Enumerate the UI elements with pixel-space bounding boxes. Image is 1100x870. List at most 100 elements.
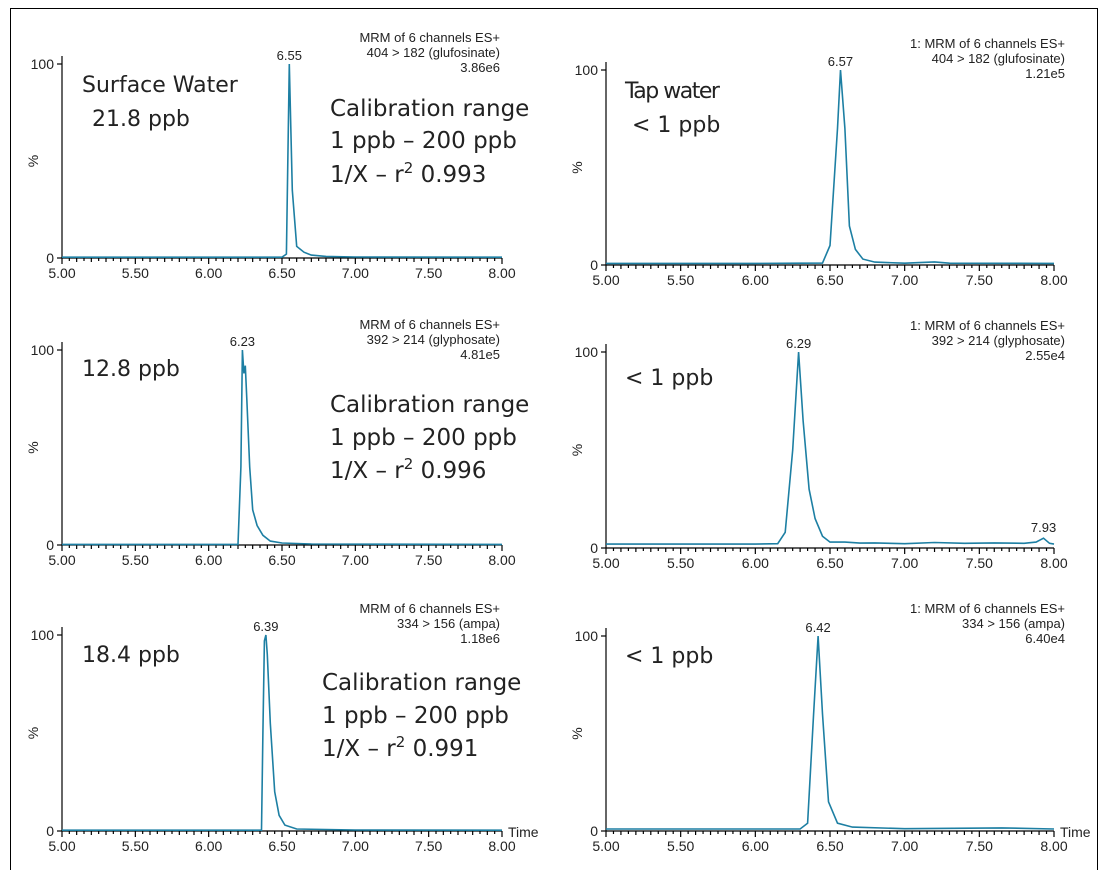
calibration-title: Calibration range	[330, 96, 529, 122]
x-tick-label: 5.00	[48, 552, 75, 568]
x-axis-label: Time	[1060, 824, 1091, 840]
x-tick-label: 8.00	[488, 552, 515, 568]
y-tick-label-0: 0	[590, 257, 598, 273]
y-axis-label: %	[25, 727, 41, 739]
x-tick-label: 5.00	[48, 838, 75, 854]
peak-label: 6.29	[786, 336, 811, 351]
x-tick-label: 6.50	[268, 838, 295, 854]
calibration-fit-label: 1/X – r	[330, 162, 404, 188]
x-tick-label: 7.00	[342, 552, 369, 568]
y-axis-label: %	[25, 155, 41, 167]
y-tick-label-0: 0	[590, 823, 598, 839]
x-tick-label: 5.50	[667, 555, 694, 571]
calibration-range: 1 ppb – 200 ppb	[330, 128, 517, 154]
x-tick-label: 5.00	[592, 272, 619, 288]
trace-header-line-3: 1.21e5	[1025, 66, 1065, 81]
trace-header-line-1: 1: MRM of 6 channels ES+	[910, 36, 1065, 51]
sample-annotation-2: 21.8 ppb	[92, 107, 190, 132]
peak-label: 6.57	[828, 54, 853, 69]
trace-header-line-3: 6.40e4	[1025, 631, 1065, 646]
x-tick-label: 6.50	[816, 838, 843, 854]
calibration-fit-label: 1/X – r	[322, 736, 396, 762]
y-tick-label-0: 0	[46, 250, 54, 266]
x-tick-label: 6.50	[268, 265, 295, 281]
trace-header-line-2: 334 > 156 (ampa)	[397, 616, 500, 631]
x-tick-label: 5.00	[48, 265, 75, 281]
chromatogram-panel-1: 100 0% 5.00 5.50 6.00 6.50 7.00 7.50 8.00 6.55 MRM…	[25, 30, 529, 281]
x-tick-label: 7.50	[966, 272, 993, 288]
chromatogram-panel-4: 100 0% 5.00 5.50 6.00 6.50 7.00 7.50 8.00 6.29 7.9…	[569, 318, 1068, 571]
x-tick-label: 7.00	[891, 838, 918, 854]
peak-label: 6.39	[253, 619, 278, 634]
x-tick-label: 6.00	[742, 555, 769, 571]
chromatogram-trace	[62, 349, 503, 546]
x-tick-label: 8.00	[1040, 272, 1067, 288]
x-tick-label: 7.50	[415, 265, 442, 281]
x-tick-label: 8.00	[1040, 838, 1067, 854]
x-tick-label: 7.00	[891, 555, 918, 571]
calibration-fit: 1/X – r2 0.991	[322, 733, 478, 762]
trace-header-line-1: MRM of 6 channels ES+	[359, 601, 500, 616]
chromatogram-trace	[606, 69, 1055, 265]
y-tick-label-100: 100	[575, 62, 599, 78]
calibration-title: Calibration range	[322, 670, 521, 696]
y-axis-label: %	[569, 444, 585, 456]
x-tick-label: 6.00	[742, 272, 769, 288]
calibration-fit: 1/X – r2 0.993	[330, 159, 486, 188]
trace-header-line-1: MRM of 6 channels ES+	[359, 30, 500, 45]
sample-annotation-1: Surface Water	[82, 73, 239, 98]
sample-annotation-1: Tap water	[624, 79, 721, 104]
x-tick-label: 6.00	[195, 838, 222, 854]
sample-annotation-1: 12.8 ppb	[82, 357, 180, 382]
chromatogram-trace	[62, 634, 503, 831]
trace-header-line-1: 1: MRM of 6 channels ES+	[910, 601, 1065, 616]
figure-frame	[10, 8, 1098, 870]
trace-header-line-1: MRM of 6 channels ES+	[359, 317, 500, 332]
x-tick-label: 6.00	[742, 838, 769, 854]
x-tick-label: 8.00	[488, 838, 515, 854]
peak-label: 6.55	[277, 48, 302, 63]
calibration-range: 1 ppb – 200 ppb	[322, 703, 509, 729]
calibration-fit-superscript: 2	[404, 455, 414, 473]
calibration-fit-superscript: 2	[404, 159, 414, 177]
y-tick-label-0: 0	[46, 823, 54, 839]
trace-header-line-2: 334 > 156 (ampa)	[962, 616, 1065, 631]
x-tick-label: 7.00	[342, 265, 369, 281]
y-tick-label-100: 100	[31, 56, 55, 72]
y-axis-label: %	[569, 161, 585, 173]
x-tick-label: 7.50	[966, 838, 993, 854]
x-tick-label: 5.00	[592, 555, 619, 571]
y-tick-label-100: 100	[575, 628, 599, 644]
x-tick-label: 7.00	[342, 838, 369, 854]
trace-header-line-3: 3.86e6	[460, 60, 500, 75]
calibration-fit-value: 0.993	[413, 162, 486, 188]
trace-header-line-3: 4.81e5	[460, 347, 500, 362]
y-tick-label-100: 100	[31, 627, 55, 643]
calibration-fit-value: 0.991	[405, 736, 478, 762]
calibration-fit-value: 0.996	[413, 458, 486, 484]
sample-annotation-1: < 1 ppb	[625, 366, 713, 391]
x-tick-label: 6.50	[816, 555, 843, 571]
x-tick-label: 7.50	[966, 555, 993, 571]
sample-annotation-1: < 1 ppb	[625, 644, 713, 669]
chromatogram-trace	[606, 351, 1055, 545]
calibration-fit: 1/X – r2 0.996	[330, 455, 486, 484]
trace-header-line-2: 392 > 214 (glyphosate)	[932, 333, 1065, 348]
x-tick-label: 5.50	[122, 552, 149, 568]
trace-header-line-1: 1: MRM of 6 channels ES+	[910, 318, 1065, 333]
chromatogram-trace	[606, 635, 1055, 830]
x-tick-label: 5.50	[122, 838, 149, 854]
x-tick-label: 5.50	[667, 838, 694, 854]
secondary-peak-label: 7.93	[1031, 520, 1056, 535]
x-tick-label: 7.50	[415, 838, 442, 854]
trace-header-line-2: 392 > 214 (glyphosate)	[367, 332, 500, 347]
y-axis-label: %	[25, 441, 41, 453]
calibration-title: Calibration range	[330, 392, 529, 418]
x-tick-label: 6.00	[195, 265, 222, 281]
x-tick-label: 5.00	[592, 838, 619, 854]
chromatogram-panel-3: 100 0% 5.00 5.50 6.00 6.50 7.00 7.50 8.00 6.23 MRM…	[25, 317, 529, 568]
x-tick-label: 8.00	[1040, 555, 1067, 571]
